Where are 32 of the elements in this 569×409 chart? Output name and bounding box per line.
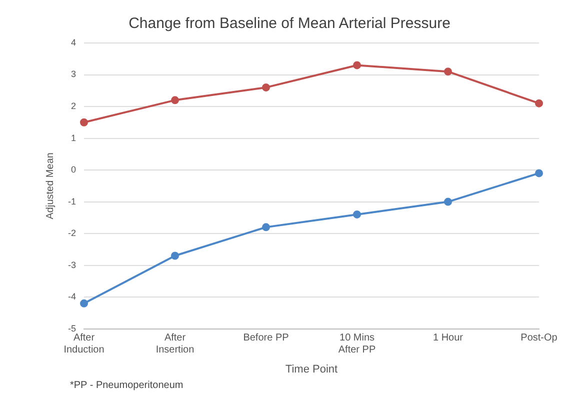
x-tick-label: After Insertion [156,332,194,356]
point [353,61,361,70]
x-tick-label: 1 Hour [432,332,464,344]
point [171,96,179,104]
y-tick-label: 3 [70,69,76,80]
point [353,210,361,218]
y-tick-label: -3 [68,260,76,270]
y-tick-label: -1 [68,196,76,206]
point [444,198,452,206]
y-tick-label: -5 [68,323,76,334]
x-axis-title: Time Point [285,363,338,376]
y-tick-label: 2 [70,100,76,111]
point [171,252,179,260]
y-tick-label: 0 [70,164,76,175]
point [80,299,88,308]
y-tick-label: 4 [70,37,76,48]
point [535,99,543,108]
point [535,169,543,178]
x-tick-label: 10 Mins After PP [338,332,376,356]
chart-title: Change from Baseline of Mean Arterial Pressure [128,15,450,32]
x-tick-label: Before PP [243,332,290,344]
x-tick-label: Post-Op [520,332,558,344]
x-tick-label: After Induction [64,332,104,356]
y-tick-label: 1 [70,132,76,143]
point [444,68,452,76]
point [262,83,270,92]
y-tick-label: -2 [68,228,76,238]
text: *PP - Pneumoperitoneum [70,380,184,391]
y-axis-title: Adjusted Mean [44,152,56,220]
point [80,118,88,126]
point [262,223,270,232]
y-tick-label: -4 [68,292,76,302]
